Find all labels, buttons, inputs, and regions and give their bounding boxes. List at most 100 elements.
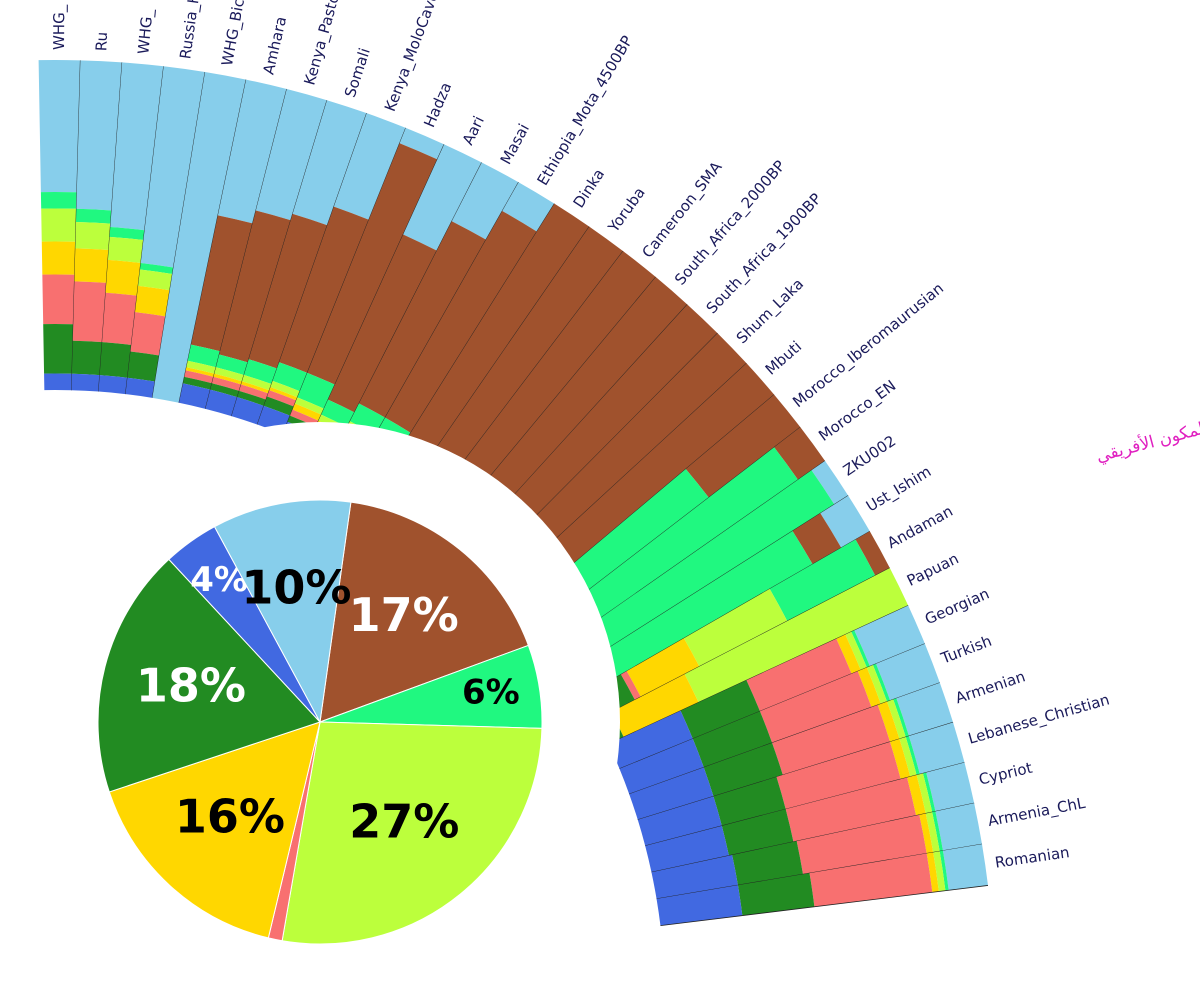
admixture-segment (651, 854, 738, 899)
admixture-segment (75, 221, 111, 251)
admixture-segment (130, 312, 166, 356)
admixture-segment (746, 638, 852, 712)
admixture-segment (926, 852, 939, 893)
admixture-segment (71, 340, 103, 376)
admixture-segment (231, 397, 264, 425)
admixture-segment (219, 210, 291, 363)
admixture-segment (769, 539, 876, 622)
admixture-segment (482, 277, 688, 505)
admixture-segment (932, 811, 943, 852)
admixture-segment (72, 281, 107, 343)
admixture-segment (44, 373, 72, 391)
admixture-segment (248, 213, 328, 369)
admixture-segment (692, 711, 773, 768)
admixture-segment (637, 796, 722, 846)
population-label: Hadza (420, 80, 455, 130)
admixture-segment (774, 427, 826, 480)
admixture-segment (619, 738, 704, 795)
admixture-segment (125, 377, 155, 398)
admixture-segment (135, 285, 170, 317)
admixture-segment (905, 735, 920, 775)
population-label: Masai (497, 121, 533, 168)
admixture-segment (933, 851, 946, 892)
admixture-segment (152, 72, 247, 403)
admixture-segment (935, 803, 982, 851)
admixture-segment (297, 372, 335, 409)
admixture-segment (939, 850, 949, 891)
admixture-segment (845, 631, 867, 670)
admixture-segment (255, 89, 327, 221)
admixture-segment (772, 704, 890, 775)
admixture-bar (629, 682, 954, 821)
admixture-segment (877, 701, 900, 742)
population-label: Amhara (259, 15, 290, 76)
admixture-segment (399, 127, 445, 160)
admixture-segment (292, 100, 367, 226)
population-label: South_Africa_1900BP (703, 190, 826, 318)
admixture-segment (916, 773, 933, 814)
admixture-segment (110, 62, 164, 231)
admixture-segment (127, 351, 160, 382)
bar-separator (596, 567, 891, 720)
admixture-bar (257, 113, 407, 435)
admixture-segment (105, 259, 141, 296)
admixture-segment (237, 390, 267, 406)
admixture-bar (637, 722, 965, 847)
population-label: Andaman (884, 502, 956, 552)
african-component-annotation: المكون الأفريقي (1094, 417, 1200, 467)
population-label: Kenya_MoloCave_PastoralN (381, 0, 471, 114)
pie-chart: 17%6%27%16%18%4%10% (20, 422, 620, 983)
admixture-segment (139, 262, 174, 275)
admixture-segment (38, 60, 81, 193)
admixture-segment (211, 376, 242, 391)
admixture-segment (443, 251, 656, 506)
pie-percent-label: 6% (462, 673, 520, 713)
bar-separator (660, 885, 989, 927)
admixture-segment (907, 774, 926, 816)
admixture-segment (102, 292, 137, 345)
population-label: Somali (341, 46, 374, 100)
admixture-bar (282, 127, 445, 445)
admixture-segment (187, 344, 221, 368)
admixture-segment (213, 373, 242, 385)
population-label: Mbuti (762, 337, 805, 378)
admixture-segment (922, 772, 936, 813)
admixture-segment (611, 674, 699, 738)
population-label: Armenia_ChL (986, 794, 1087, 831)
admixture-segment (42, 274, 75, 325)
admixture-segment (899, 736, 917, 777)
admixture-segment (820, 495, 870, 548)
admixture-segment (279, 206, 369, 373)
admixture-segment (269, 387, 298, 401)
admixture-segment (76, 60, 123, 211)
admixture-segment (215, 354, 248, 376)
admixture-segment (629, 767, 714, 820)
admixture-segment (267, 390, 297, 407)
admixture-segment (703, 742, 783, 797)
admixture-segment (721, 809, 794, 856)
admixture-segment (270, 380, 300, 398)
admixture-segment (307, 143, 438, 385)
admixture-segment (241, 381, 270, 394)
admixture-segment (502, 182, 555, 232)
pie-slice (319, 501, 530, 723)
admixture-segment (184, 370, 214, 384)
admixture-segment (71, 373, 100, 392)
admixture-segment (292, 403, 322, 421)
admixture-segment (925, 812, 940, 853)
admixture-segment (851, 630, 870, 668)
admixture-segment (626, 638, 700, 697)
admixture-segment (854, 605, 925, 667)
admixture-segment (508, 363, 775, 603)
admixture-segment (857, 667, 881, 708)
admixture-segment (321, 399, 355, 428)
admixture-segment (554, 470, 835, 673)
population-label: Armenian (953, 667, 1027, 707)
admixture-bar (71, 60, 123, 392)
admixture-segment (889, 738, 911, 780)
admixture-segment (796, 814, 927, 875)
population-label: Aari (459, 113, 488, 148)
admixture-segment (185, 367, 215, 377)
admixture-segment (919, 813, 934, 854)
